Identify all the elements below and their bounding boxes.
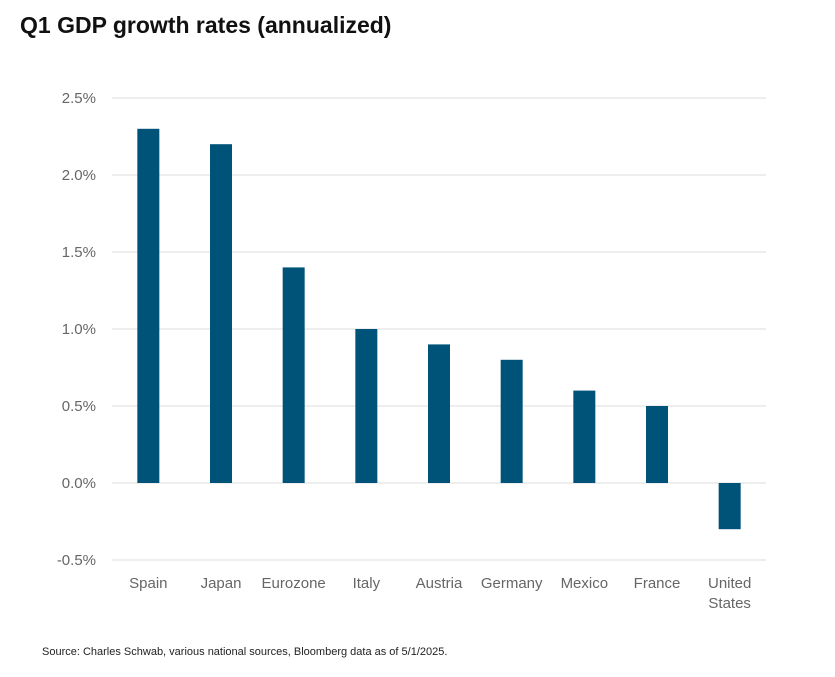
y-tick-label: 2.5% xyxy=(62,90,96,107)
bar-italy xyxy=(355,329,378,483)
bar-united-states xyxy=(718,483,741,530)
y-tick-label: 0.5% xyxy=(62,398,96,415)
x-tick-label: Italy xyxy=(353,575,381,592)
x-tick-label: United States xyxy=(708,575,751,612)
y-tick-label: -0.5% xyxy=(57,552,96,569)
bar-eurozone xyxy=(282,267,305,483)
x-tick-label: Spain xyxy=(129,575,167,592)
y-tick-label: 1.0% xyxy=(62,321,96,338)
bar-mexico xyxy=(573,390,596,483)
source-note: Source: Charles Schwab, various national… xyxy=(42,646,448,658)
bar-japan xyxy=(210,144,232,483)
x-tick-label: Eurozone xyxy=(262,575,326,592)
y-tick-label: 0.0% xyxy=(62,475,96,492)
bar-germany xyxy=(500,359,523,483)
bar-austria xyxy=(428,344,450,483)
chart-title: Q1 GDP growth rates (annualized) xyxy=(20,12,392,38)
y-tick-label: 1.5% xyxy=(62,244,96,261)
bar-chart: -0.5% 0.0% 0.5% 1.0% 1.5% 2.0% 2.5% Spain Japan E… xyxy=(57,90,766,612)
y-tick-label: 2.0% xyxy=(62,167,96,184)
bar-spain xyxy=(137,128,160,484)
x-tick-label: France xyxy=(634,575,681,592)
x-tick-label: Japan xyxy=(201,575,242,592)
x-tick-label: Germany xyxy=(481,575,543,592)
x-tick-label: Austria xyxy=(416,575,463,592)
x-tick-label: Mexico xyxy=(561,575,609,592)
bar-france xyxy=(646,406,668,483)
